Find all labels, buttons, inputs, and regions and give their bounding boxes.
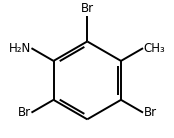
Text: Br: Br — [81, 2, 94, 15]
Text: Br: Br — [18, 106, 31, 119]
Text: CH₃: CH₃ — [144, 42, 165, 55]
Text: H₂N: H₂N — [9, 42, 31, 55]
Text: Br: Br — [144, 106, 157, 119]
